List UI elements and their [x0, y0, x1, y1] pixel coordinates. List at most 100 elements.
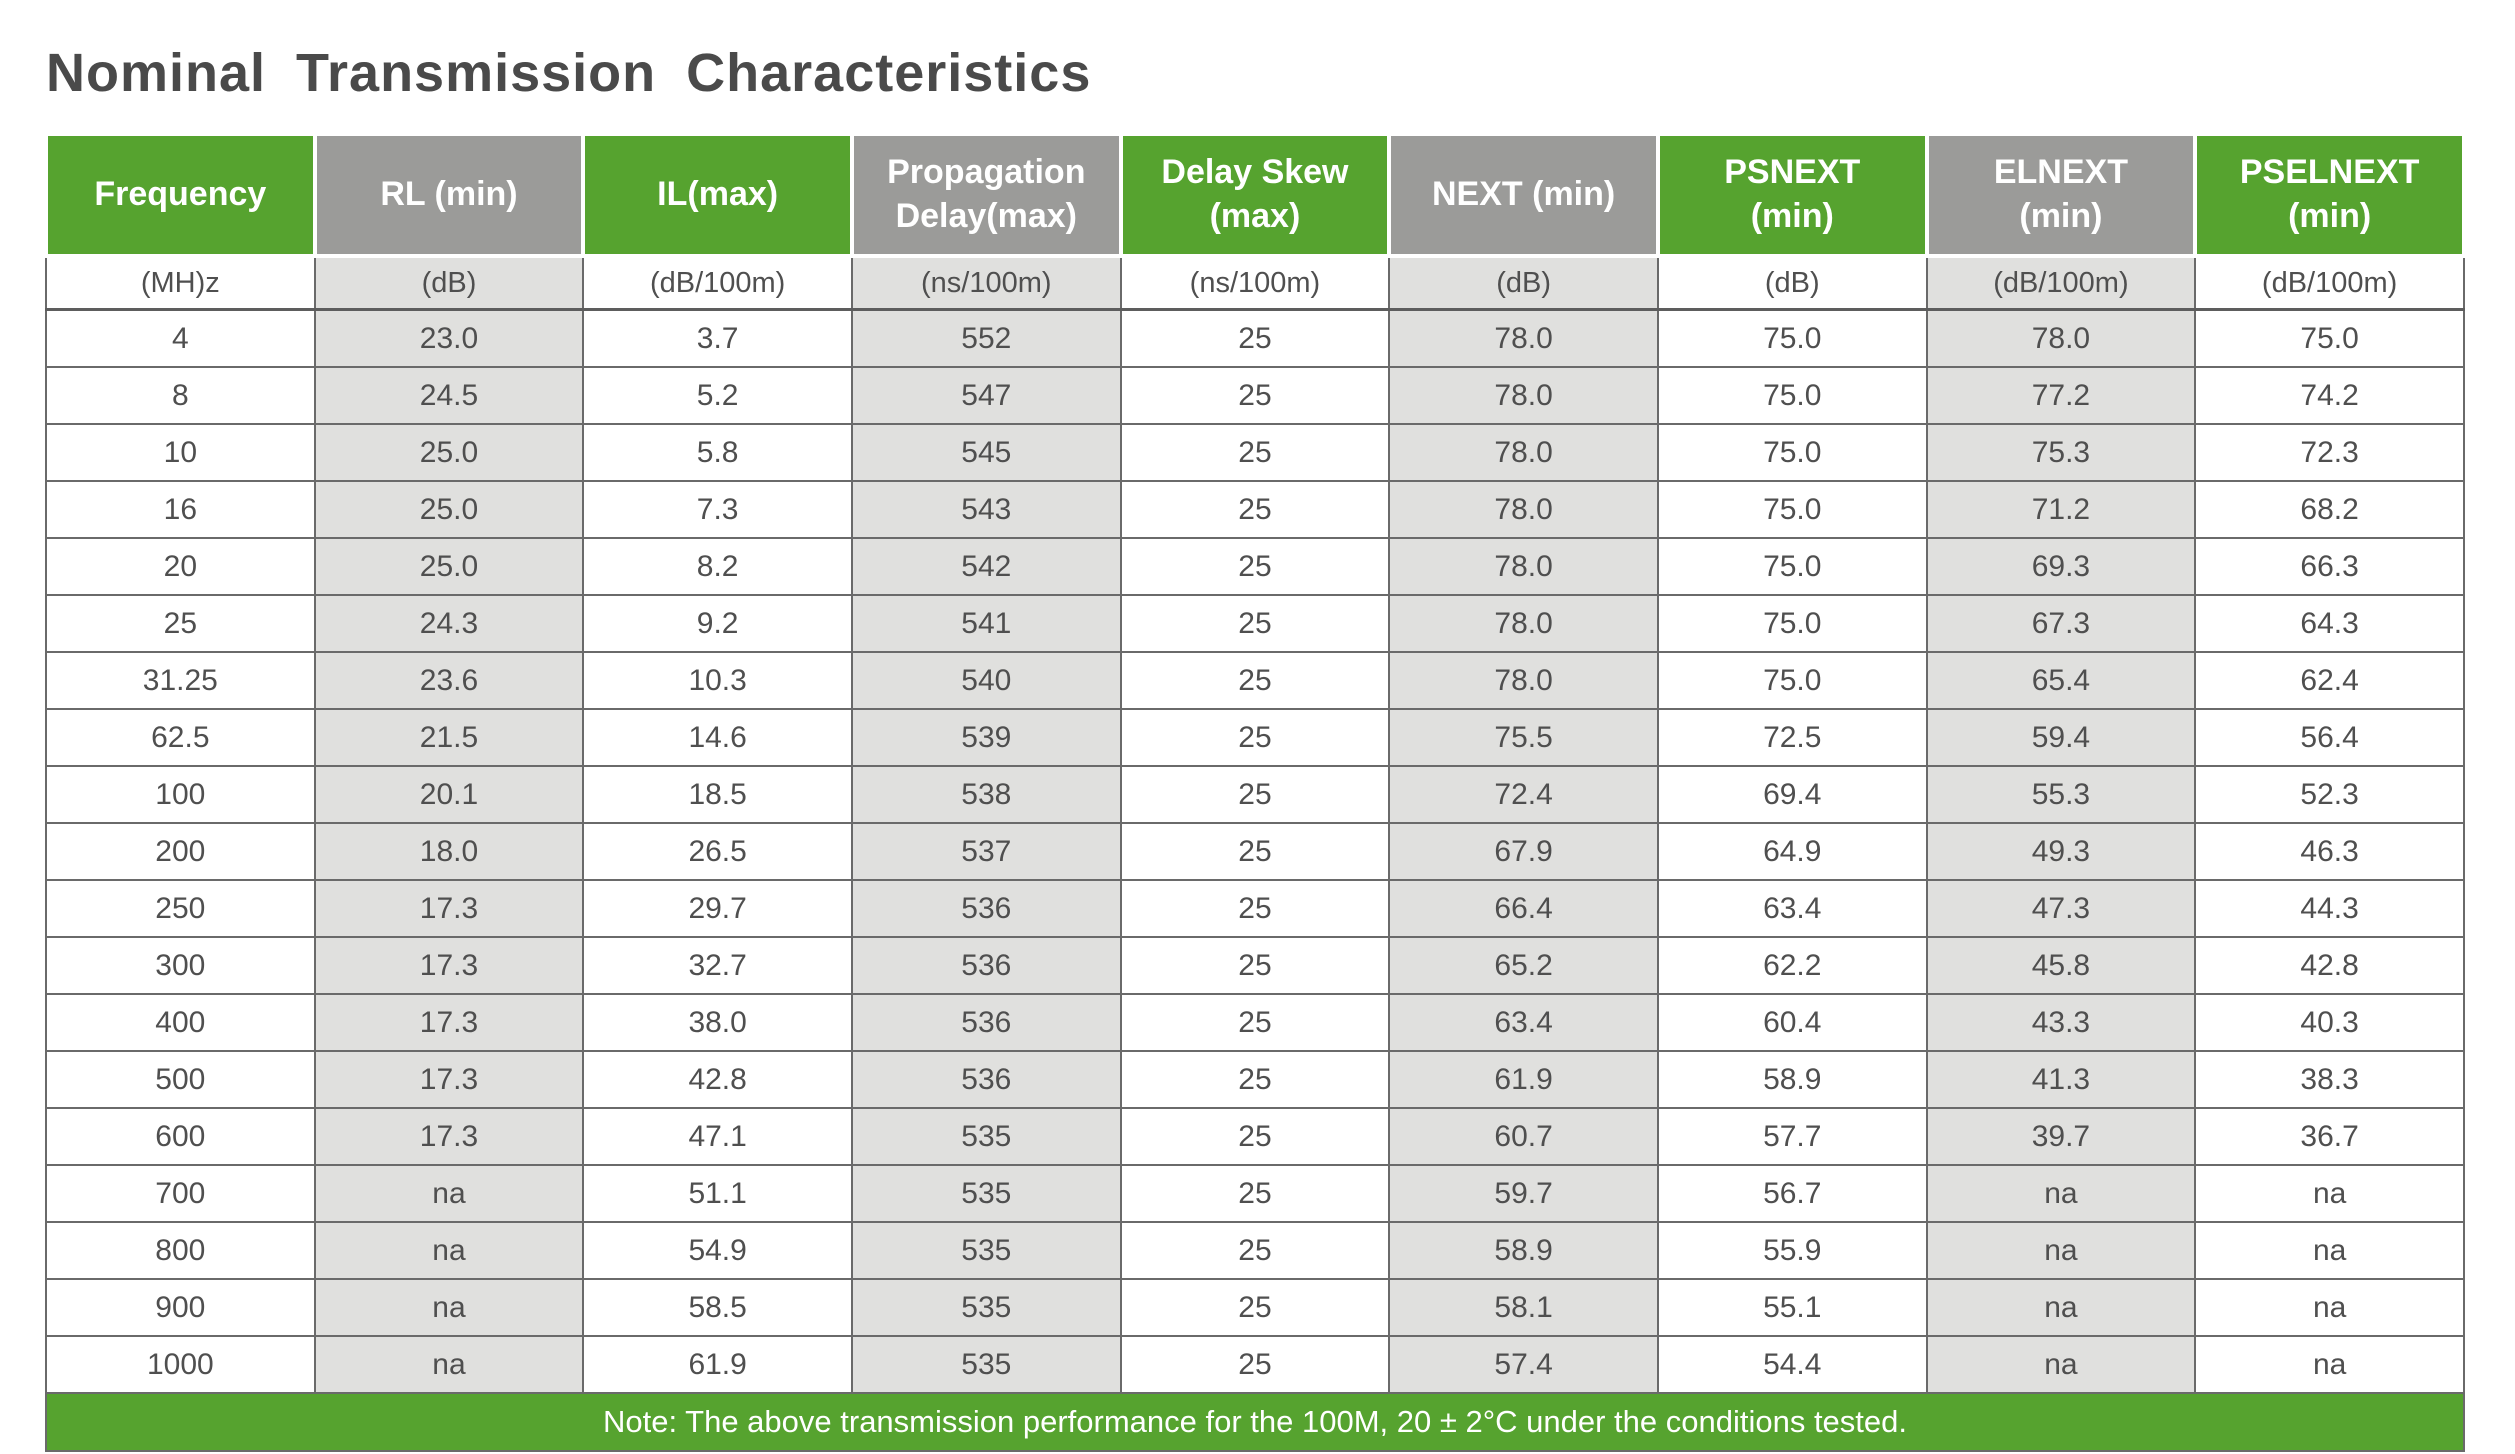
table-note: Note: The above transmission performance…: [45, 1392, 2465, 1452]
table-row: 10 25.0 5.8 545 25 78.0 75.0 75.3 72.3: [45, 423, 2465, 482]
table-cell: 75.0: [2194, 308, 2465, 368]
table-cell: 58.5: [582, 1278, 853, 1337]
table-cell: 539: [850, 708, 1122, 767]
column-unit-delay-skew: (ns/100m): [1119, 255, 1391, 311]
table-cell: 900: [45, 1278, 316, 1337]
table-cell: 75.0: [1656, 423, 1928, 482]
table-cell: 535: [850, 1107, 1122, 1166]
table-row: 100 20.1 18.5 538 25 72.4 69.4 55.3 52.3: [45, 765, 2465, 824]
table-row: 62.5 21.5 14.6 539 25 75.5 72.5 59.4 56.4: [45, 708, 2465, 767]
table-cell: 200: [45, 822, 316, 881]
table-cell: 25: [1119, 1335, 1391, 1394]
table-cell: 10: [45, 423, 316, 482]
table-cell: 75.3: [1925, 423, 2197, 482]
table-cell: 40.3: [2194, 993, 2465, 1052]
table-cell: 58.9: [1388, 1221, 1659, 1280]
table-cell: 36.7: [2194, 1107, 2465, 1166]
table-cell: 60.4: [1656, 993, 1928, 1052]
table-cell: 58.9: [1656, 1050, 1928, 1109]
table-cell: 25.0: [313, 423, 585, 482]
table-cell: 63.4: [1656, 879, 1928, 938]
table-cell: 25: [1119, 308, 1391, 368]
table-cell: na: [1925, 1335, 2197, 1394]
table-cell: 25: [1119, 936, 1391, 995]
table-cell: 64.3: [2194, 594, 2465, 653]
table-cell: 62.2: [1656, 936, 1928, 995]
table-cell: 54.9: [582, 1221, 853, 1280]
table-cell: 66.3: [2194, 537, 2465, 596]
table-cell: 57.4: [1388, 1335, 1659, 1394]
table-cell: 547: [850, 366, 1122, 425]
table-cell: 25.0: [313, 537, 585, 596]
table-cell: 537: [850, 822, 1122, 881]
table-cell: 538: [850, 765, 1122, 824]
column-header-next-min: NEXT (min): [1387, 132, 1660, 258]
table-cell: 17.3: [313, 1050, 585, 1109]
table-cell: 25: [1119, 366, 1391, 425]
table-body: 4 23.0 3.7 552 25 78.0 75.0 78.0 75.0 8 24.5 5.2 547…: [45, 308, 2465, 1394]
table-cell: 536: [850, 936, 1122, 995]
table-cell: 75.0: [1656, 537, 1928, 596]
table-cell: 41.3: [1925, 1050, 2197, 1109]
table-cell: 17.3: [313, 993, 585, 1052]
table-cell: 100: [45, 765, 316, 824]
column-unit-next-min: (dB): [1388, 255, 1659, 311]
column-header-frequency: Frequency: [44, 132, 317, 258]
table-cell: 46.3: [2194, 822, 2465, 881]
table-cell: 500: [45, 1050, 316, 1109]
table-cell: 16: [45, 480, 316, 539]
table-cell: 250: [45, 879, 316, 938]
table-cell: 47.3: [1925, 879, 2197, 938]
table-cell: 25: [1119, 765, 1391, 824]
table-cell: 25: [1119, 651, 1391, 710]
table-cell: 67.3: [1925, 594, 2197, 653]
units-row: (MH)z (dB) (dB/100m) (ns/100m) (ns/100m) (dB)…: [45, 255, 2465, 311]
table-cell: 23.0: [313, 308, 585, 368]
table-cell: 14.6: [582, 708, 853, 767]
table-cell: 78.0: [1388, 651, 1659, 710]
table-row: 700 na 51.1 535 25 59.7 56.7 na na: [45, 1164, 2465, 1223]
table-cell: 58.1: [1388, 1278, 1659, 1337]
table-cell: 18.5: [582, 765, 853, 824]
table-cell: 25: [1119, 1278, 1391, 1337]
column-header-delay-skew: Delay Skew (max): [1118, 132, 1392, 258]
table-row: 8 24.5 5.2 547 25 78.0 75.0 77.2 74.2: [45, 366, 2465, 425]
table-cell: 4: [45, 308, 316, 368]
table-cell: 63.4: [1388, 993, 1659, 1052]
table-cell: 72.3: [2194, 423, 2465, 482]
table-cell: na: [2194, 1278, 2465, 1337]
table-cell: 78.0: [1388, 480, 1659, 539]
table-cell: 541: [850, 594, 1122, 653]
table-row: 500 17.3 42.8 536 25 61.9 58.9 41.3 38.3: [45, 1050, 2465, 1109]
table-cell: 535: [850, 1278, 1122, 1337]
column-header-il-max: IL(max): [581, 132, 854, 258]
table-cell: 25: [1119, 1221, 1391, 1280]
table-cell: 8: [45, 366, 316, 425]
table-cell: 55.9: [1656, 1221, 1928, 1280]
table-cell: 72.4: [1388, 765, 1659, 824]
table-cell: na: [2194, 1221, 2465, 1280]
table-cell: 78.0: [1388, 308, 1659, 368]
table-cell: 400: [45, 993, 316, 1052]
table-cell: 42.8: [582, 1050, 853, 1109]
table-cell: 535: [850, 1221, 1122, 1280]
table-cell: 60.7: [1388, 1107, 1659, 1166]
table-cell: 25: [1119, 879, 1391, 938]
table-cell: 69.4: [1656, 765, 1928, 824]
table-cell: 545: [850, 423, 1122, 482]
table-cell: 61.9: [1388, 1050, 1659, 1109]
table-cell: 300: [45, 936, 316, 995]
table-cell: 700: [45, 1164, 316, 1223]
table-cell: 21.5: [313, 708, 585, 767]
table-cell: 17.3: [313, 879, 585, 938]
table-cell: 800: [45, 1221, 316, 1280]
table-cell: 600: [45, 1107, 316, 1166]
table-cell: 72.5: [1656, 708, 1928, 767]
table-cell: 74.2: [2194, 366, 2465, 425]
table-cell: 57.7: [1656, 1107, 1928, 1166]
table-cell: 9.2: [582, 594, 853, 653]
table-row: 400 17.3 38.0 536 25 63.4 60.4 43.3 40.3: [45, 993, 2465, 1052]
table-cell: 1000: [45, 1335, 316, 1394]
table-cell: 25.0: [313, 480, 585, 539]
